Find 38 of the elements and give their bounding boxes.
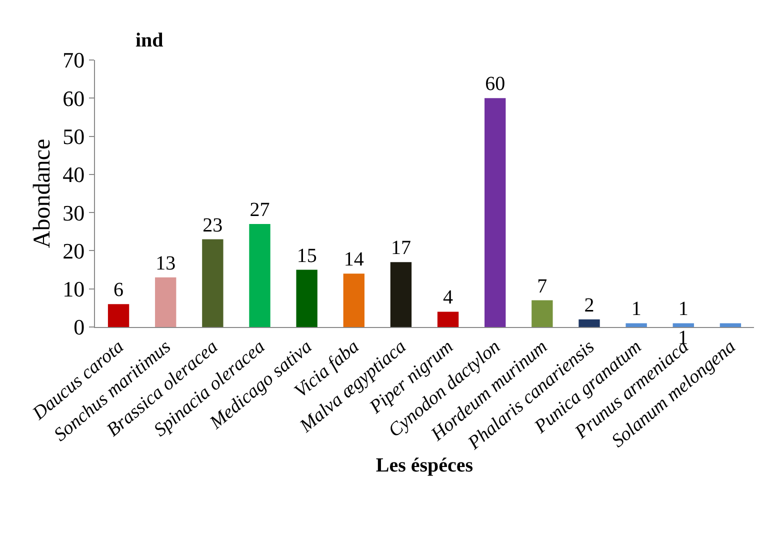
data-label: 15: [296, 244, 317, 267]
bar: [296, 270, 318, 327]
y-tick-label: 20: [62, 238, 85, 264]
bar: [108, 304, 130, 327]
y-tick-label: 50: [62, 124, 85, 149]
bar: [343, 274, 364, 327]
data-label: 23: [202, 214, 223, 236]
data-label: 2: [584, 294, 594, 316]
data-label: 4: [443, 286, 454, 309]
y-tick-label: 60: [62, 86, 85, 111]
data-label: 13: [156, 252, 176, 274]
bar: [720, 323, 742, 327]
y-tick-label: 40: [62, 162, 85, 188]
x-axis-title: Les éspéces: [376, 454, 474, 476]
data-label: 60: [485, 73, 506, 96]
bar: [578, 319, 600, 327]
y-tick-label: 10: [62, 276, 85, 302]
bar: [532, 300, 553, 327]
data-label: 14: [344, 248, 364, 271]
bar: [249, 224, 270, 327]
annotation: 1: [678, 298, 688, 320]
bar: [626, 323, 647, 327]
bar: [155, 277, 176, 327]
bar: [202, 239, 224, 327]
data-label: 27: [250, 199, 270, 222]
data-label: 7: [537, 275, 548, 298]
chart-title: ind: [135, 30, 164, 52]
data-label: 17: [390, 237, 411, 260]
bar: [390, 262, 412, 327]
y-axis-title: Abondance: [30, 138, 56, 248]
y-tick-label: 0: [74, 314, 85, 340]
bar: [484, 98, 506, 327]
data-label: 6: [114, 279, 124, 302]
data-label: 1: [631, 298, 642, 320]
y-tick-label: 30: [62, 200, 85, 226]
bar: [437, 312, 459, 327]
y-tick-label: 70: [62, 48, 85, 73]
bar: [672, 323, 694, 327]
